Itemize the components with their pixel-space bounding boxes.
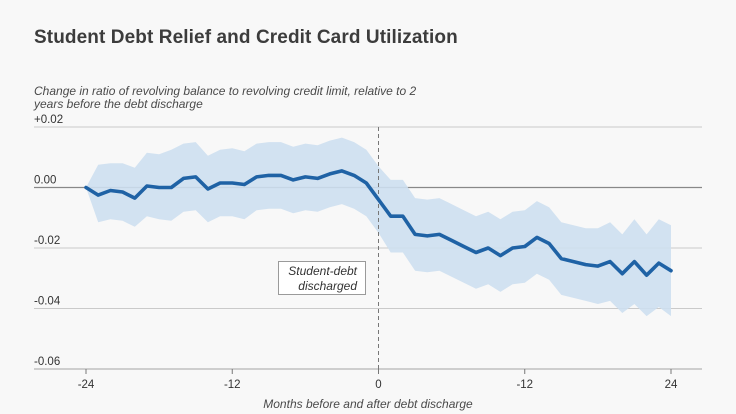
annotation-line-2: discharged <box>298 279 357 293</box>
y-tick-label: -0.06 <box>34 356 60 368</box>
y-tick-label: -0.04 <box>34 296 61 308</box>
y-tick-label: -0.02 <box>34 235 60 247</box>
x-axis-label: Months before and after debt discharge <box>263 397 473 411</box>
x-tick-label: -24 <box>78 379 95 391</box>
x-tick-label: -12 <box>516 379 533 391</box>
y-tick-label: 0.00 <box>34 175 56 187</box>
x-tick-label: 0 <box>375 379 381 391</box>
series-line <box>84 169 673 278</box>
y-axis-label: Change in ratio of revolving balance to … <box>34 84 417 111</box>
discharge-annotation: Student-debt discharged <box>278 261 366 295</box>
axis-ticks: +0.02 0.00 -0.02 -0.04 -0.06 -24 -12 0 -12 24 <box>34 114 678 391</box>
chart-title: Student Debt Relief and Credit Card Util… <box>34 27 458 48</box>
x-tick-label: 24 <box>665 379 678 391</box>
annotation-line-1: Student-debt <box>288 264 357 278</box>
series-polyline <box>84 169 673 278</box>
y-tick-label: +0.02 <box>34 114 63 126</box>
x-tick-label: -12 <box>224 379 241 391</box>
